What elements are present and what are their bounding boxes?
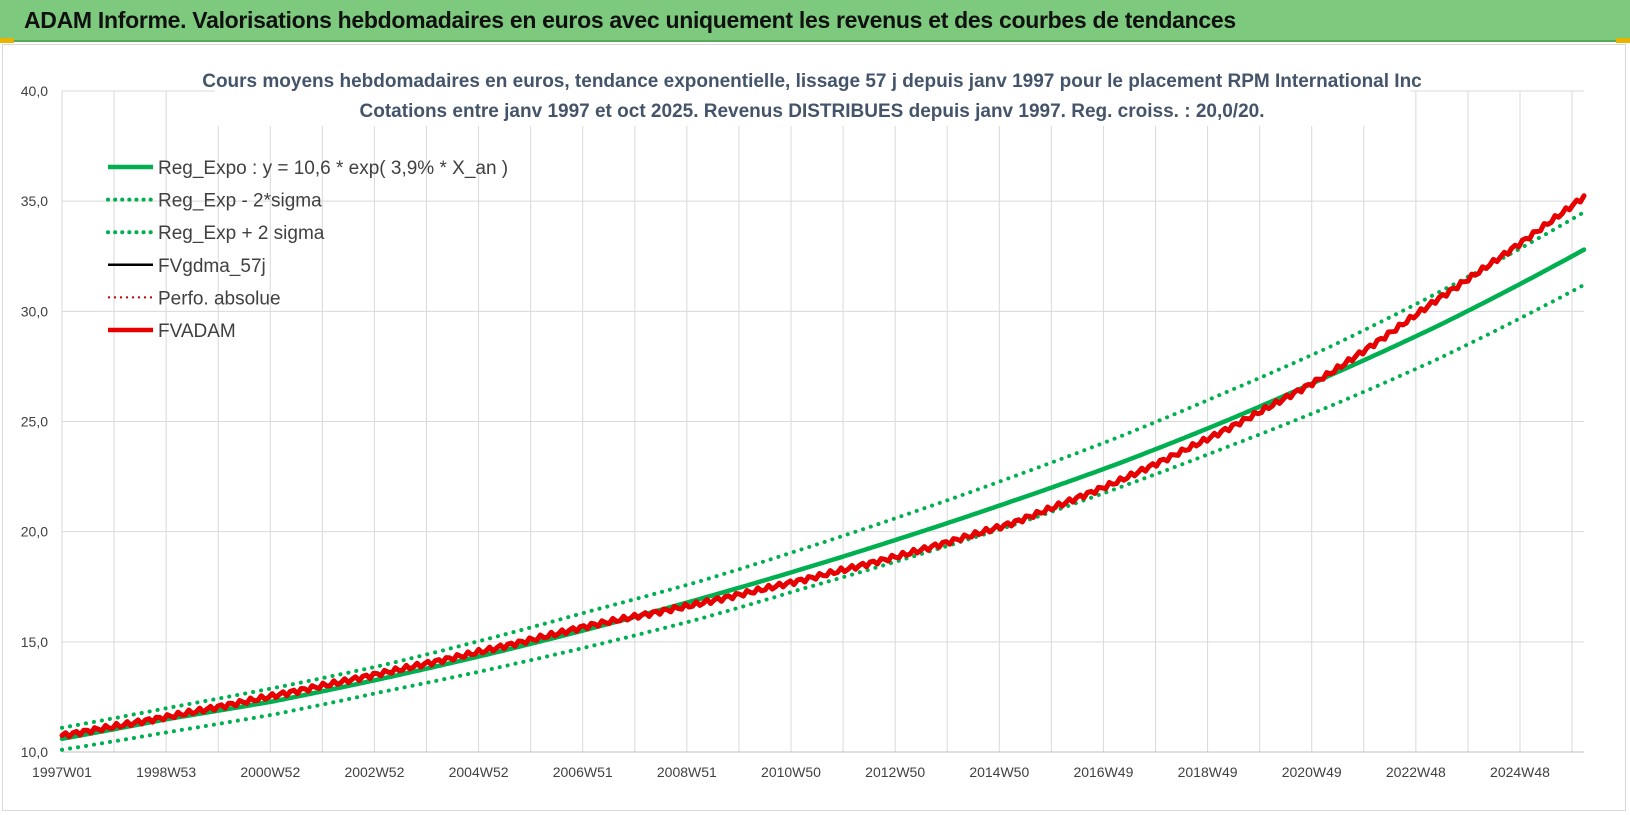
- x-tick-label: 2010W50: [761, 764, 821, 780]
- y-tick-label: 25,0: [21, 414, 48, 430]
- series-line-0: [59, 247, 1587, 742]
- title-background: [215, 64, 1410, 126]
- page-title: ADAM Informe. Valorisations hebdomadaire…: [24, 7, 1236, 33]
- series-line-1: [60, 282, 1586, 752]
- series-line-5: [59, 193, 1587, 740]
- y-tick-label: 10,0: [21, 744, 48, 760]
- chart-grid: [61, 90, 1584, 753]
- x-tick-label: 1998W53: [136, 764, 196, 780]
- x-tick-label: 2000W52: [240, 764, 300, 780]
- legend-label: FVgdma_57j: [158, 256, 266, 277]
- chart-subtitle: Cotations entre janv 1997 et oct 2025. R…: [360, 101, 1265, 122]
- x-tick-label: 2022W48: [1386, 764, 1446, 780]
- x-tick-label: 2014W50: [969, 764, 1029, 780]
- legend-label: FVADAM: [158, 321, 236, 342]
- series-line-4: [61, 195, 1585, 737]
- plot-area: [59, 193, 1587, 752]
- legend-label: Reg_Exp + 2 sigma: [158, 223, 325, 244]
- chart-frame: [2, 44, 1626, 811]
- x-tick-label: 2020W49: [1282, 764, 1342, 780]
- x-axis-ticks: 1997W01 1998W53 2000W52 2002W52 2004W52 2006W…: [32, 764, 1550, 780]
- y-tick-label: 20,0: [21, 524, 48, 540]
- legend-label: Reg_Exp - 2*sigma: [158, 191, 322, 212]
- x-tick-label: 2016W49: [1073, 764, 1133, 780]
- corner-marker-top-left: [0, 38, 14, 43]
- legend-label: Perfo. absolue: [158, 288, 281, 309]
- x-tick-label: 1997W01: [32, 764, 92, 780]
- header-bar: ADAM Informe. Valorisations hebdomadaire…: [0, 0, 1630, 42]
- y-tick-label: 40,0: [21, 83, 48, 99]
- x-tick-label: 2008W51: [657, 764, 717, 780]
- series-line-3: [60, 194, 1586, 739]
- x-tick-label: 2006W51: [553, 764, 613, 780]
- legend-label: Reg_Expo : y = 10,6 * exp( 3,9% * X_an ): [158, 158, 508, 179]
- corner-marker-top-right: [1616, 38, 1630, 43]
- x-tick-label: 2012W50: [865, 764, 925, 780]
- y-axis-ticks: 10,0 15,0 20,0 25,0 30,0 35,0 40,0: [21, 83, 48, 760]
- x-tick-label: 2002W52: [344, 764, 404, 780]
- y-tick-label: 30,0: [21, 303, 48, 319]
- legend: Reg_Expo : y = 10,6 * exp( 3,9% * X_an )…: [106, 158, 508, 342]
- x-tick-label: 2024W48: [1490, 764, 1550, 780]
- y-tick-label: 15,0: [21, 634, 48, 650]
- series-line-2: [60, 210, 1586, 730]
- x-tick-label: 2018W49: [1178, 764, 1238, 780]
- y-tick-label: 35,0: [21, 193, 48, 209]
- chart-title: Cours moyens hebdomadaires en euros, ten…: [202, 71, 1422, 92]
- x-tick-label: 2004W52: [449, 764, 509, 780]
